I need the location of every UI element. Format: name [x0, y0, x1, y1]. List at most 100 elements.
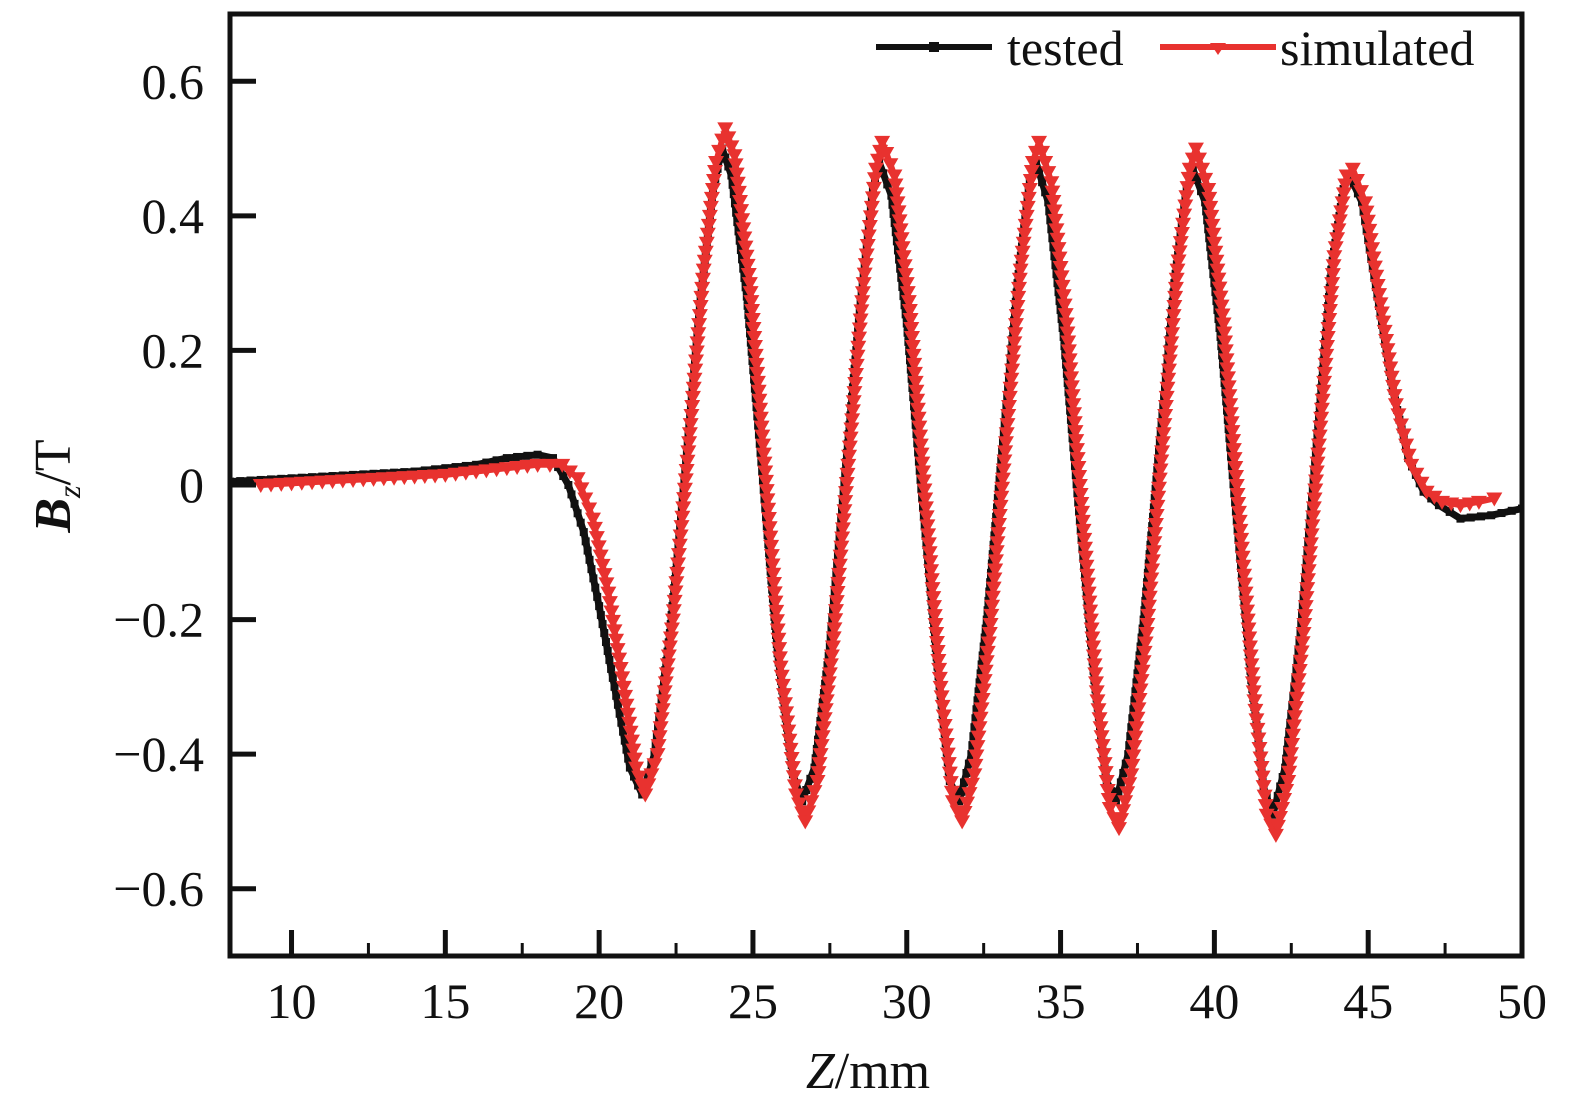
data-point-simulated [626, 752, 643, 767]
data-point-simulated [1294, 636, 1311, 651]
data-point-simulated [1127, 730, 1144, 745]
data-point-simulated [996, 454, 1013, 469]
data-point-simulated [1140, 608, 1157, 623]
data-point-simulated [1068, 443, 1085, 458]
data-point-simulated [1013, 254, 1030, 269]
data-point-simulated [1269, 819, 1286, 834]
data-point-simulated [686, 372, 703, 387]
data-point-simulated [970, 730, 987, 745]
data-point-simulated [688, 345, 705, 360]
data-point-simulated [1151, 472, 1168, 487]
data-point-simulated [1301, 555, 1318, 570]
data-point-simulated [773, 669, 790, 684]
data-point-simulated [1081, 595, 1098, 610]
data-point-simulated [1159, 381, 1176, 396]
data-point-simulated [1022, 173, 1039, 188]
data-point-simulated [1380, 352, 1397, 367]
data-point-simulated [1387, 398, 1404, 413]
data-point-tested [989, 540, 998, 549]
data-point-simulated [697, 245, 714, 260]
data-point-simulated [437, 468, 454, 483]
data-point-simulated [901, 304, 918, 319]
data-point-tested [977, 660, 986, 669]
data-point-simulated [656, 685, 673, 700]
data-point-simulated [652, 721, 669, 736]
data-point-simulated [1291, 664, 1308, 679]
data-point-simulated [902, 313, 919, 328]
data-point-simulated [691, 309, 708, 324]
data-point-simulated [847, 377, 864, 392]
data-point-tested [1041, 188, 1050, 197]
data-point-simulated [919, 519, 936, 534]
data-point-simulated [1272, 810, 1289, 825]
data-point-tested [818, 698, 827, 707]
data-point-simulated [995, 463, 1012, 478]
data-point-simulated [895, 250, 912, 265]
data-point-tested [593, 592, 602, 601]
data-point-tested [583, 546, 592, 555]
data-point-simulated [396, 471, 413, 486]
data-point-simulated [909, 393, 926, 408]
data-point-simulated [1093, 730, 1110, 745]
data-point-simulated [685, 381, 702, 396]
data-point-simulated [944, 795, 961, 810]
data-point-simulated [1063, 380, 1080, 395]
data-point-simulated [967, 758, 984, 773]
data-point-simulated [1088, 676, 1105, 691]
data-point-simulated [1305, 501, 1322, 516]
data-point-simulated [834, 531, 851, 546]
series-markers-simulated [252, 122, 1503, 843]
data-point-simulated [969, 740, 986, 755]
data-point-simulated [694, 281, 711, 296]
data-point-simulated [1312, 420, 1329, 435]
data-point-simulated [981, 627, 998, 642]
y-tick-label: −0.2 [113, 592, 204, 648]
data-point-simulated [744, 304, 761, 319]
data-point-simulated [603, 605, 620, 620]
data-point-simulated [909, 402, 926, 417]
data-point-simulated [1018, 209, 1035, 224]
data-point-simulated [665, 604, 682, 619]
data-point-tested [1146, 540, 1155, 549]
data-point-simulated [1230, 505, 1247, 520]
data-point-tested [605, 655, 614, 664]
data-point-simulated [1318, 348, 1335, 363]
data-point-simulated [1252, 751, 1269, 766]
data-point-simulated [1090, 703, 1107, 718]
data-point-simulated [334, 474, 351, 489]
data-point-simulated [1130, 702, 1147, 717]
data-point-tested [1129, 705, 1138, 714]
data-point-tested [625, 763, 634, 772]
data-point-simulated [893, 232, 910, 247]
data-point-simulated [971, 721, 988, 736]
data-point-tested [1197, 187, 1206, 196]
data-point-simulated [1267, 828, 1284, 843]
data-point-tested [819, 689, 828, 698]
data-point-simulated [930, 653, 947, 668]
data-point-simulated [1012, 263, 1029, 278]
data-point-simulated [569, 472, 586, 487]
x-tick-label: 25 [728, 973, 778, 1029]
data-point-simulated [1212, 290, 1229, 305]
data-point-simulated [828, 604, 845, 619]
data-point-tested [964, 759, 973, 768]
data-point-simulated [917, 492, 934, 507]
data-point-simulated [660, 649, 677, 664]
data-point-simulated [1316, 375, 1333, 390]
data-point-simulated [978, 655, 995, 670]
data-point-tested [962, 768, 971, 777]
data-point-simulated [324, 475, 341, 490]
data-point-simulated [457, 466, 474, 481]
data-point-tested [1192, 175, 1201, 184]
data-point-simulated [844, 404, 861, 419]
data-point-simulated [742, 286, 759, 301]
data-point-simulated [747, 348, 764, 363]
data-point-simulated [747, 339, 764, 354]
data-point-simulated [1379, 343, 1396, 358]
data-point-tested [889, 209, 898, 218]
y-tick-label: 0 [179, 457, 204, 513]
data-point-simulated [1087, 667, 1104, 682]
data-point-simulated [1299, 582, 1316, 597]
data-point-simulated [1072, 487, 1089, 502]
data-point-simulated [815, 721, 832, 736]
